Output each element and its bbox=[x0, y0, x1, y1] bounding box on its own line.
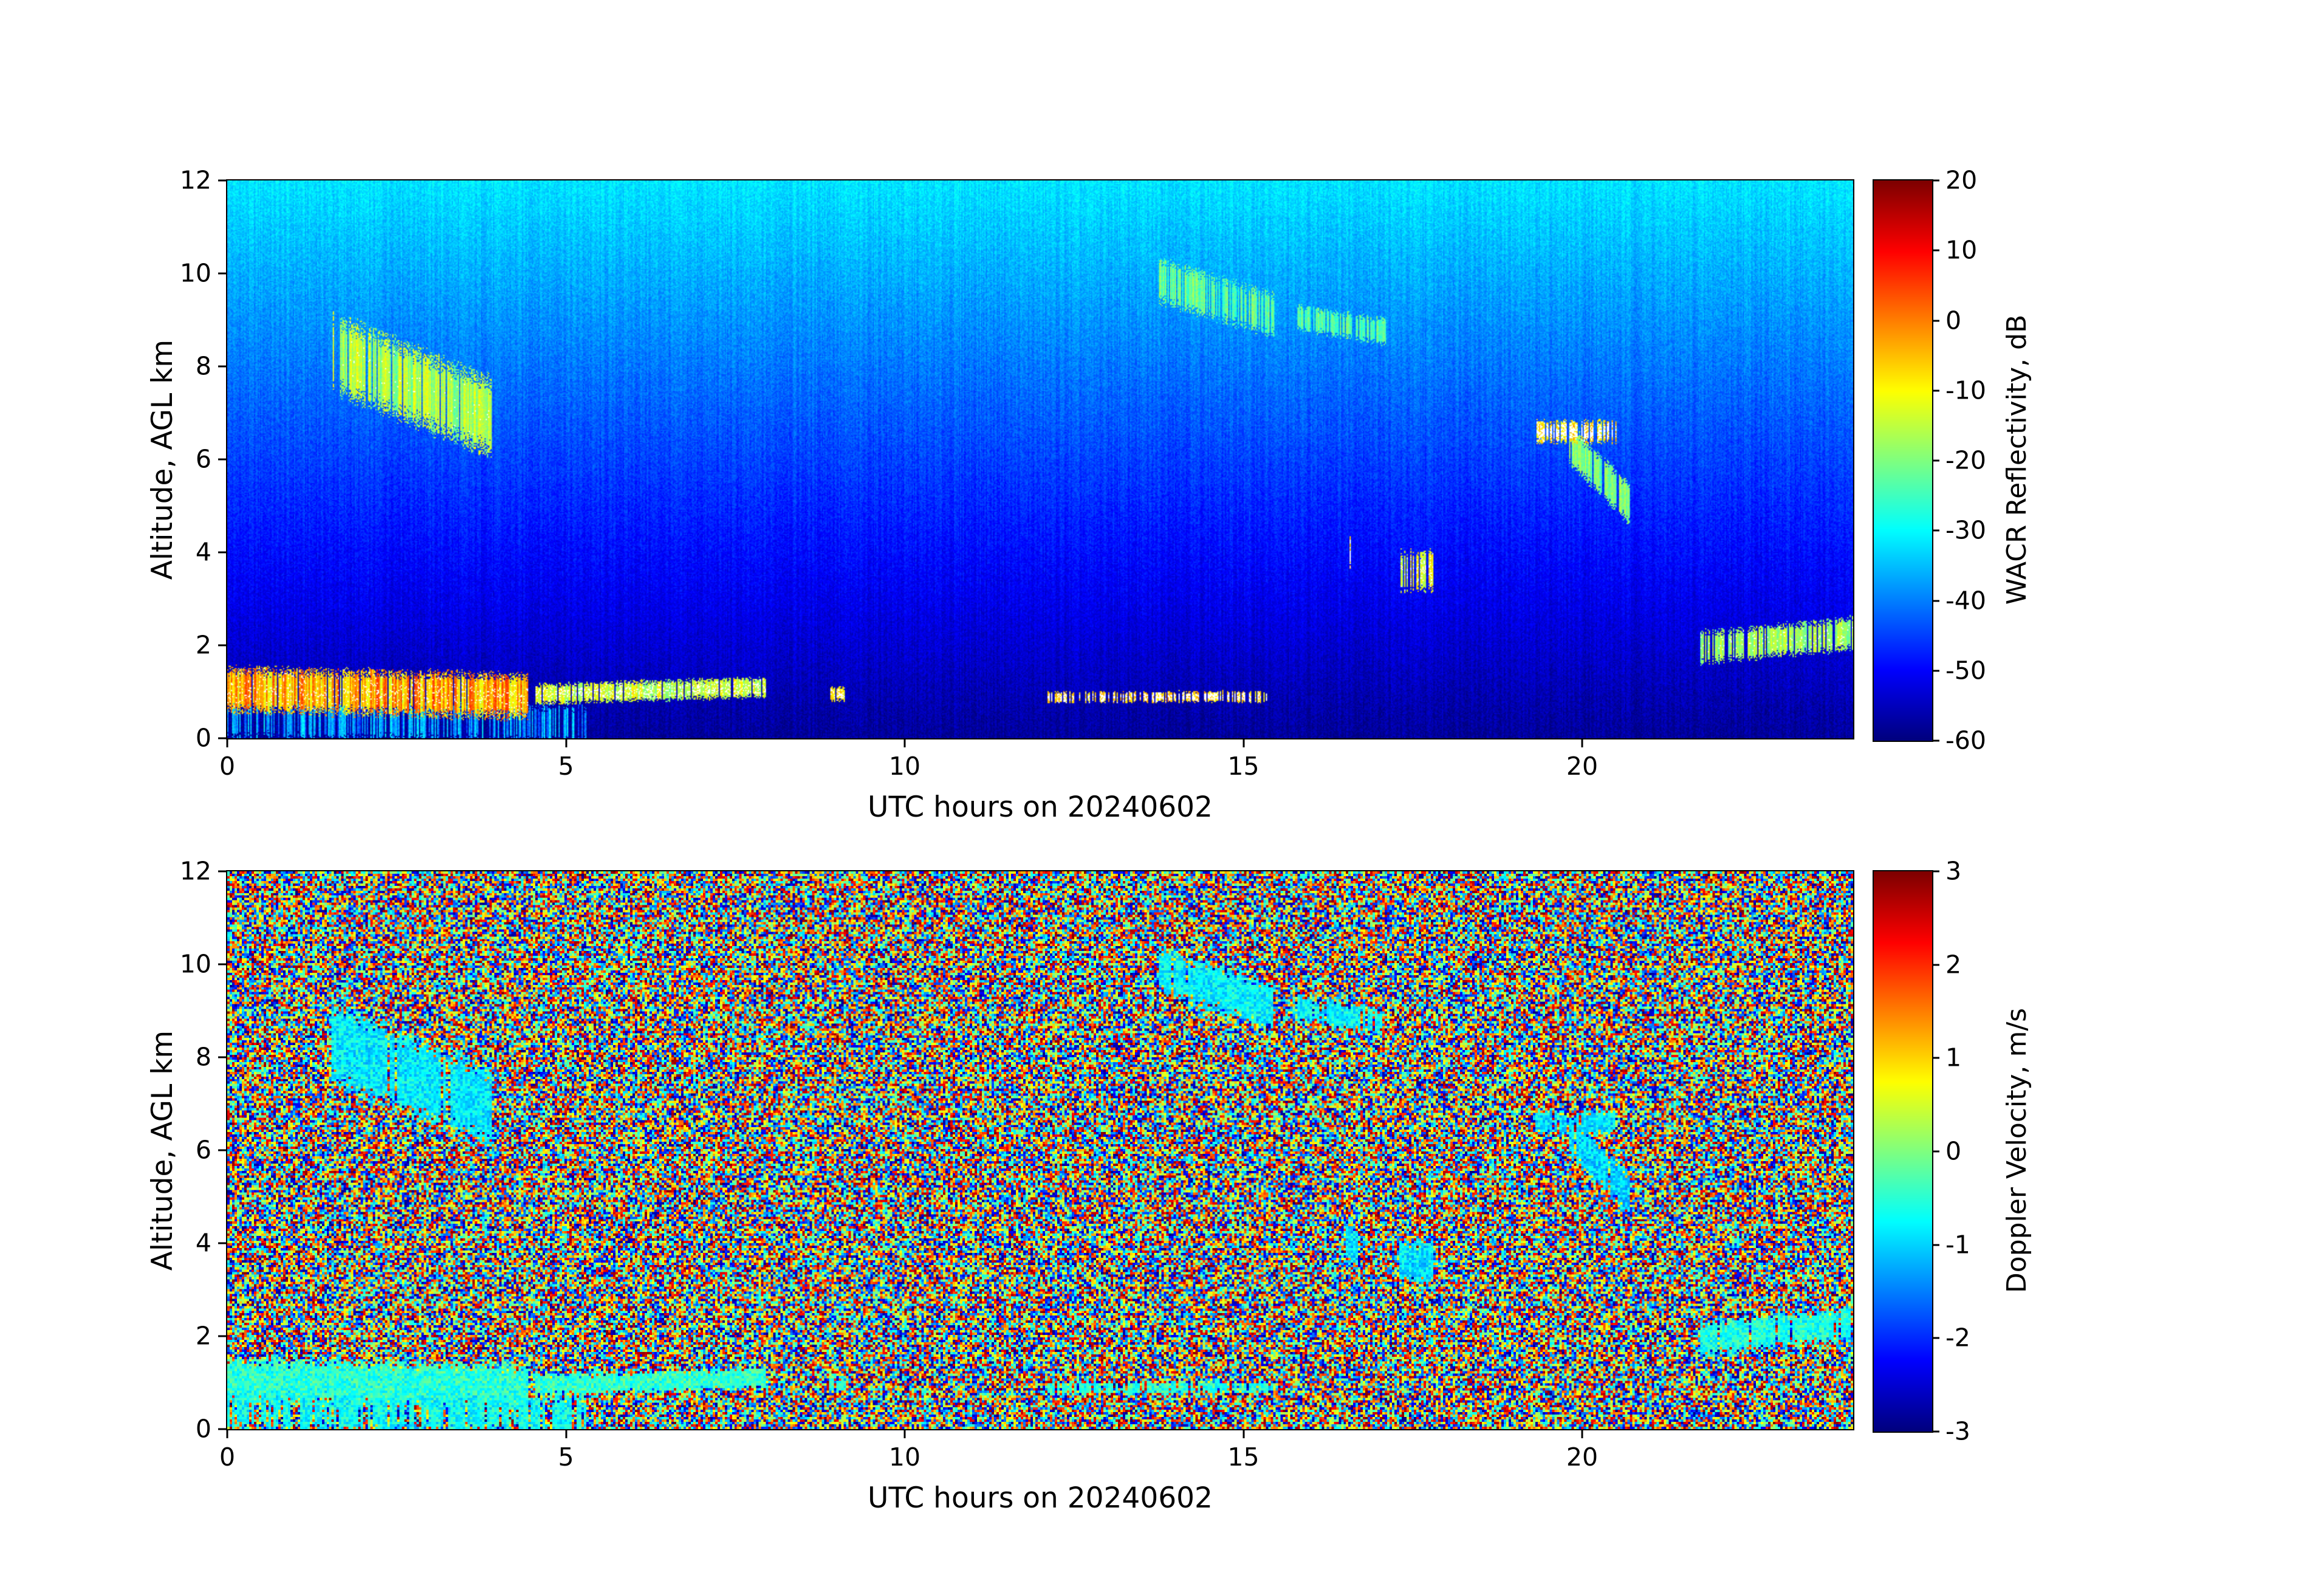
y-tick-label: 8 bbox=[195, 351, 211, 381]
x-tick-label: 5 bbox=[558, 752, 574, 781]
y-tick-mark bbox=[218, 870, 227, 873]
y-tick-mark bbox=[218, 1428, 227, 1430]
colorbar-tick-label: -20 bbox=[1945, 445, 1986, 475]
y-tick-mark bbox=[218, 272, 227, 275]
colorbar-gradient-canvas bbox=[1874, 871, 1932, 1432]
y-tick-label: 0 bbox=[195, 1414, 211, 1444]
colorbar-tick-mark bbox=[1932, 320, 1939, 321]
y-tick-label: 8 bbox=[195, 1042, 211, 1072]
colorbar-tick-mark bbox=[1932, 389, 1939, 392]
velocity-plot-area: 0 5 10 15 20 0 2 4 6 8 10 12 bbox=[180, 857, 1854, 1471]
x-tick-label: 20 bbox=[1566, 1442, 1599, 1472]
x-tick-label: 10 bbox=[888, 1442, 921, 1472]
y-tick-label: 2 bbox=[195, 630, 211, 660]
colorbar-tick-label: -40 bbox=[1945, 585, 1986, 615]
colorbar-tick-mark bbox=[1932, 739, 1939, 742]
y-tick-mark bbox=[218, 963, 227, 966]
x-tick-mark bbox=[903, 1429, 906, 1438]
x-tick-label: 15 bbox=[1227, 752, 1260, 781]
reflectivity-plot-area: 0 5 10 15 20 0 2 4 6 8 10 12 bbox=[180, 166, 1854, 780]
colorbar-tick-mark bbox=[1932, 1150, 1939, 1153]
colorbar-tick-label: -3 bbox=[1945, 1416, 1970, 1446]
colorbar-tick-label: -1 bbox=[1945, 1230, 1970, 1260]
colorbar-tick-label: 20 bbox=[1945, 165, 1978, 195]
y-tick-mark bbox=[218, 365, 227, 368]
x-tick-mark bbox=[1581, 1429, 1583, 1438]
colorbar-gradient-canvas bbox=[1874, 180, 1932, 741]
y-axis-label: Altitude, AGL km bbox=[146, 1030, 180, 1271]
x-tick-mark bbox=[565, 738, 567, 747]
x-tick-mark bbox=[226, 738, 228, 747]
colorbar-label: WACR Reflectivity, dB bbox=[2001, 314, 2033, 605]
x-tick-mark bbox=[903, 738, 906, 747]
y-tick-mark bbox=[218, 1149, 227, 1151]
y-tick-mark bbox=[218, 737, 227, 739]
colorbar-tick-mark bbox=[1932, 600, 1939, 602]
colorbar-tick-mark bbox=[1932, 870, 1939, 873]
colorbar-tick-mark bbox=[1932, 1337, 1939, 1339]
reflectivity-panel: Altitude, AGL km 0 5 10 15 20 0 2 4 6 8 10 12 UTC h… bbox=[146, 166, 2033, 824]
x-tick-label: 0 bbox=[219, 1442, 236, 1472]
x-tick-mark bbox=[1581, 738, 1583, 747]
colorbar-tick-label: 0 bbox=[1945, 305, 1962, 335]
colorbar-tick-mark bbox=[1932, 1430, 1939, 1433]
y-tick-mark bbox=[218, 1242, 227, 1244]
x-axis-label: UTC hours on 20240602 bbox=[868, 1481, 1213, 1515]
colorbar-tick-label: -30 bbox=[1945, 515, 1986, 545]
y-tick-label: 12 bbox=[179, 165, 211, 195]
colorbar-tick-mark bbox=[1932, 459, 1939, 462]
colorbar-label: Doppler Velocity, m/s bbox=[2001, 1007, 2033, 1293]
x-tick-label: 5 bbox=[558, 1442, 574, 1472]
y-tick-mark bbox=[218, 644, 227, 647]
colorbar-tick-label: -2 bbox=[1945, 1323, 1970, 1353]
colorbar-tick-label: -60 bbox=[1945, 725, 1986, 755]
y-tick-label: 6 bbox=[195, 1135, 211, 1165]
x-tick-mark bbox=[1243, 1429, 1244, 1438]
y-tick-label: 0 bbox=[195, 723, 211, 753]
colorbar-tick-label: 0 bbox=[1945, 1136, 1962, 1166]
colorbar-tick-mark bbox=[1932, 179, 1939, 182]
colorbar-tick-mark bbox=[1932, 670, 1939, 672]
y-tick-label: 4 bbox=[195, 1228, 211, 1258]
y-tick-mark bbox=[218, 458, 227, 461]
colorbar-tick-label: -50 bbox=[1945, 656, 1986, 685]
colorbar-tick-label: 1 bbox=[1945, 1043, 1962, 1072]
colorbar-tick-mark bbox=[1932, 1057, 1939, 1059]
y-tick-label: 10 bbox=[179, 949, 211, 979]
y-tick-label: 6 bbox=[195, 444, 211, 474]
x-tick-label: 20 bbox=[1566, 752, 1599, 781]
x-tick-label: 15 bbox=[1227, 1442, 1260, 1472]
x-tick-label: 10 bbox=[888, 752, 921, 781]
y-tick-mark bbox=[218, 551, 227, 554]
reflectivity-colorbar: 20 10 0 -10 -20 -30 -40 -50 -60 bbox=[1873, 166, 1986, 754]
colorbar-tick-mark bbox=[1932, 529, 1939, 532]
doppler-velocity-panel: Altitude, AGL km 0 5 10 15 20 0 2 4 6 8 10 12 UTC h… bbox=[146, 857, 2033, 1515]
colorbar-tick-mark bbox=[1932, 1244, 1939, 1246]
y-tick-mark bbox=[218, 1056, 227, 1058]
velocity-colorbar: 3 2 1 0 -1 -2 -3 bbox=[1873, 857, 1970, 1445]
y-tick-label: 4 bbox=[195, 537, 211, 567]
x-tick-mark bbox=[226, 1429, 228, 1438]
colorbar-tick-label: 3 bbox=[1945, 856, 1962, 886]
y-tick-mark bbox=[218, 1335, 227, 1337]
colorbar-tick-label: 10 bbox=[1945, 235, 1978, 265]
y-tick-label: 10 bbox=[179, 258, 211, 288]
x-tick-label: 0 bbox=[219, 752, 236, 781]
x-tick-mark bbox=[1243, 738, 1244, 747]
colorbar-tick-label: -10 bbox=[1945, 376, 1986, 405]
y-tick-label: 2 bbox=[195, 1321, 211, 1351]
colorbar-tick-mark bbox=[1932, 964, 1939, 966]
colorbar-tick-label: 2 bbox=[1945, 950, 1962, 979]
y-tick-mark bbox=[218, 179, 227, 182]
reflectivity-heatmap-canvas bbox=[227, 180, 1853, 738]
x-axis-label: UTC hours on 20240602 bbox=[868, 791, 1213, 824]
colorbar-tick-mark bbox=[1932, 249, 1939, 252]
y-tick-label: 12 bbox=[179, 856, 211, 886]
y-axis-label: Altitude, AGL km bbox=[146, 339, 180, 580]
velocity-heatmap-canvas bbox=[227, 871, 1853, 1429]
x-tick-mark bbox=[565, 1429, 567, 1438]
